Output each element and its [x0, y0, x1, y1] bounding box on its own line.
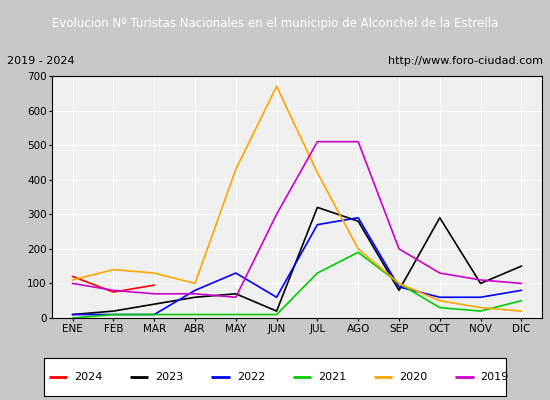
- FancyBboxPatch shape: [44, 358, 506, 396]
- Text: 2022: 2022: [236, 372, 265, 382]
- Text: 2021: 2021: [318, 372, 346, 382]
- Text: http://www.foro-ciudad.com: http://www.foro-ciudad.com: [388, 56, 543, 66]
- Text: 2019: 2019: [481, 372, 509, 382]
- Text: Evolucion Nº Turistas Nacionales en el municipio de Alconchel de la Estrella: Evolucion Nº Turistas Nacionales en el m…: [52, 16, 498, 30]
- Text: 2024: 2024: [74, 372, 102, 382]
- Text: 2023: 2023: [155, 372, 184, 382]
- Text: 2020: 2020: [399, 372, 427, 382]
- Text: 2019 - 2024: 2019 - 2024: [7, 56, 74, 66]
